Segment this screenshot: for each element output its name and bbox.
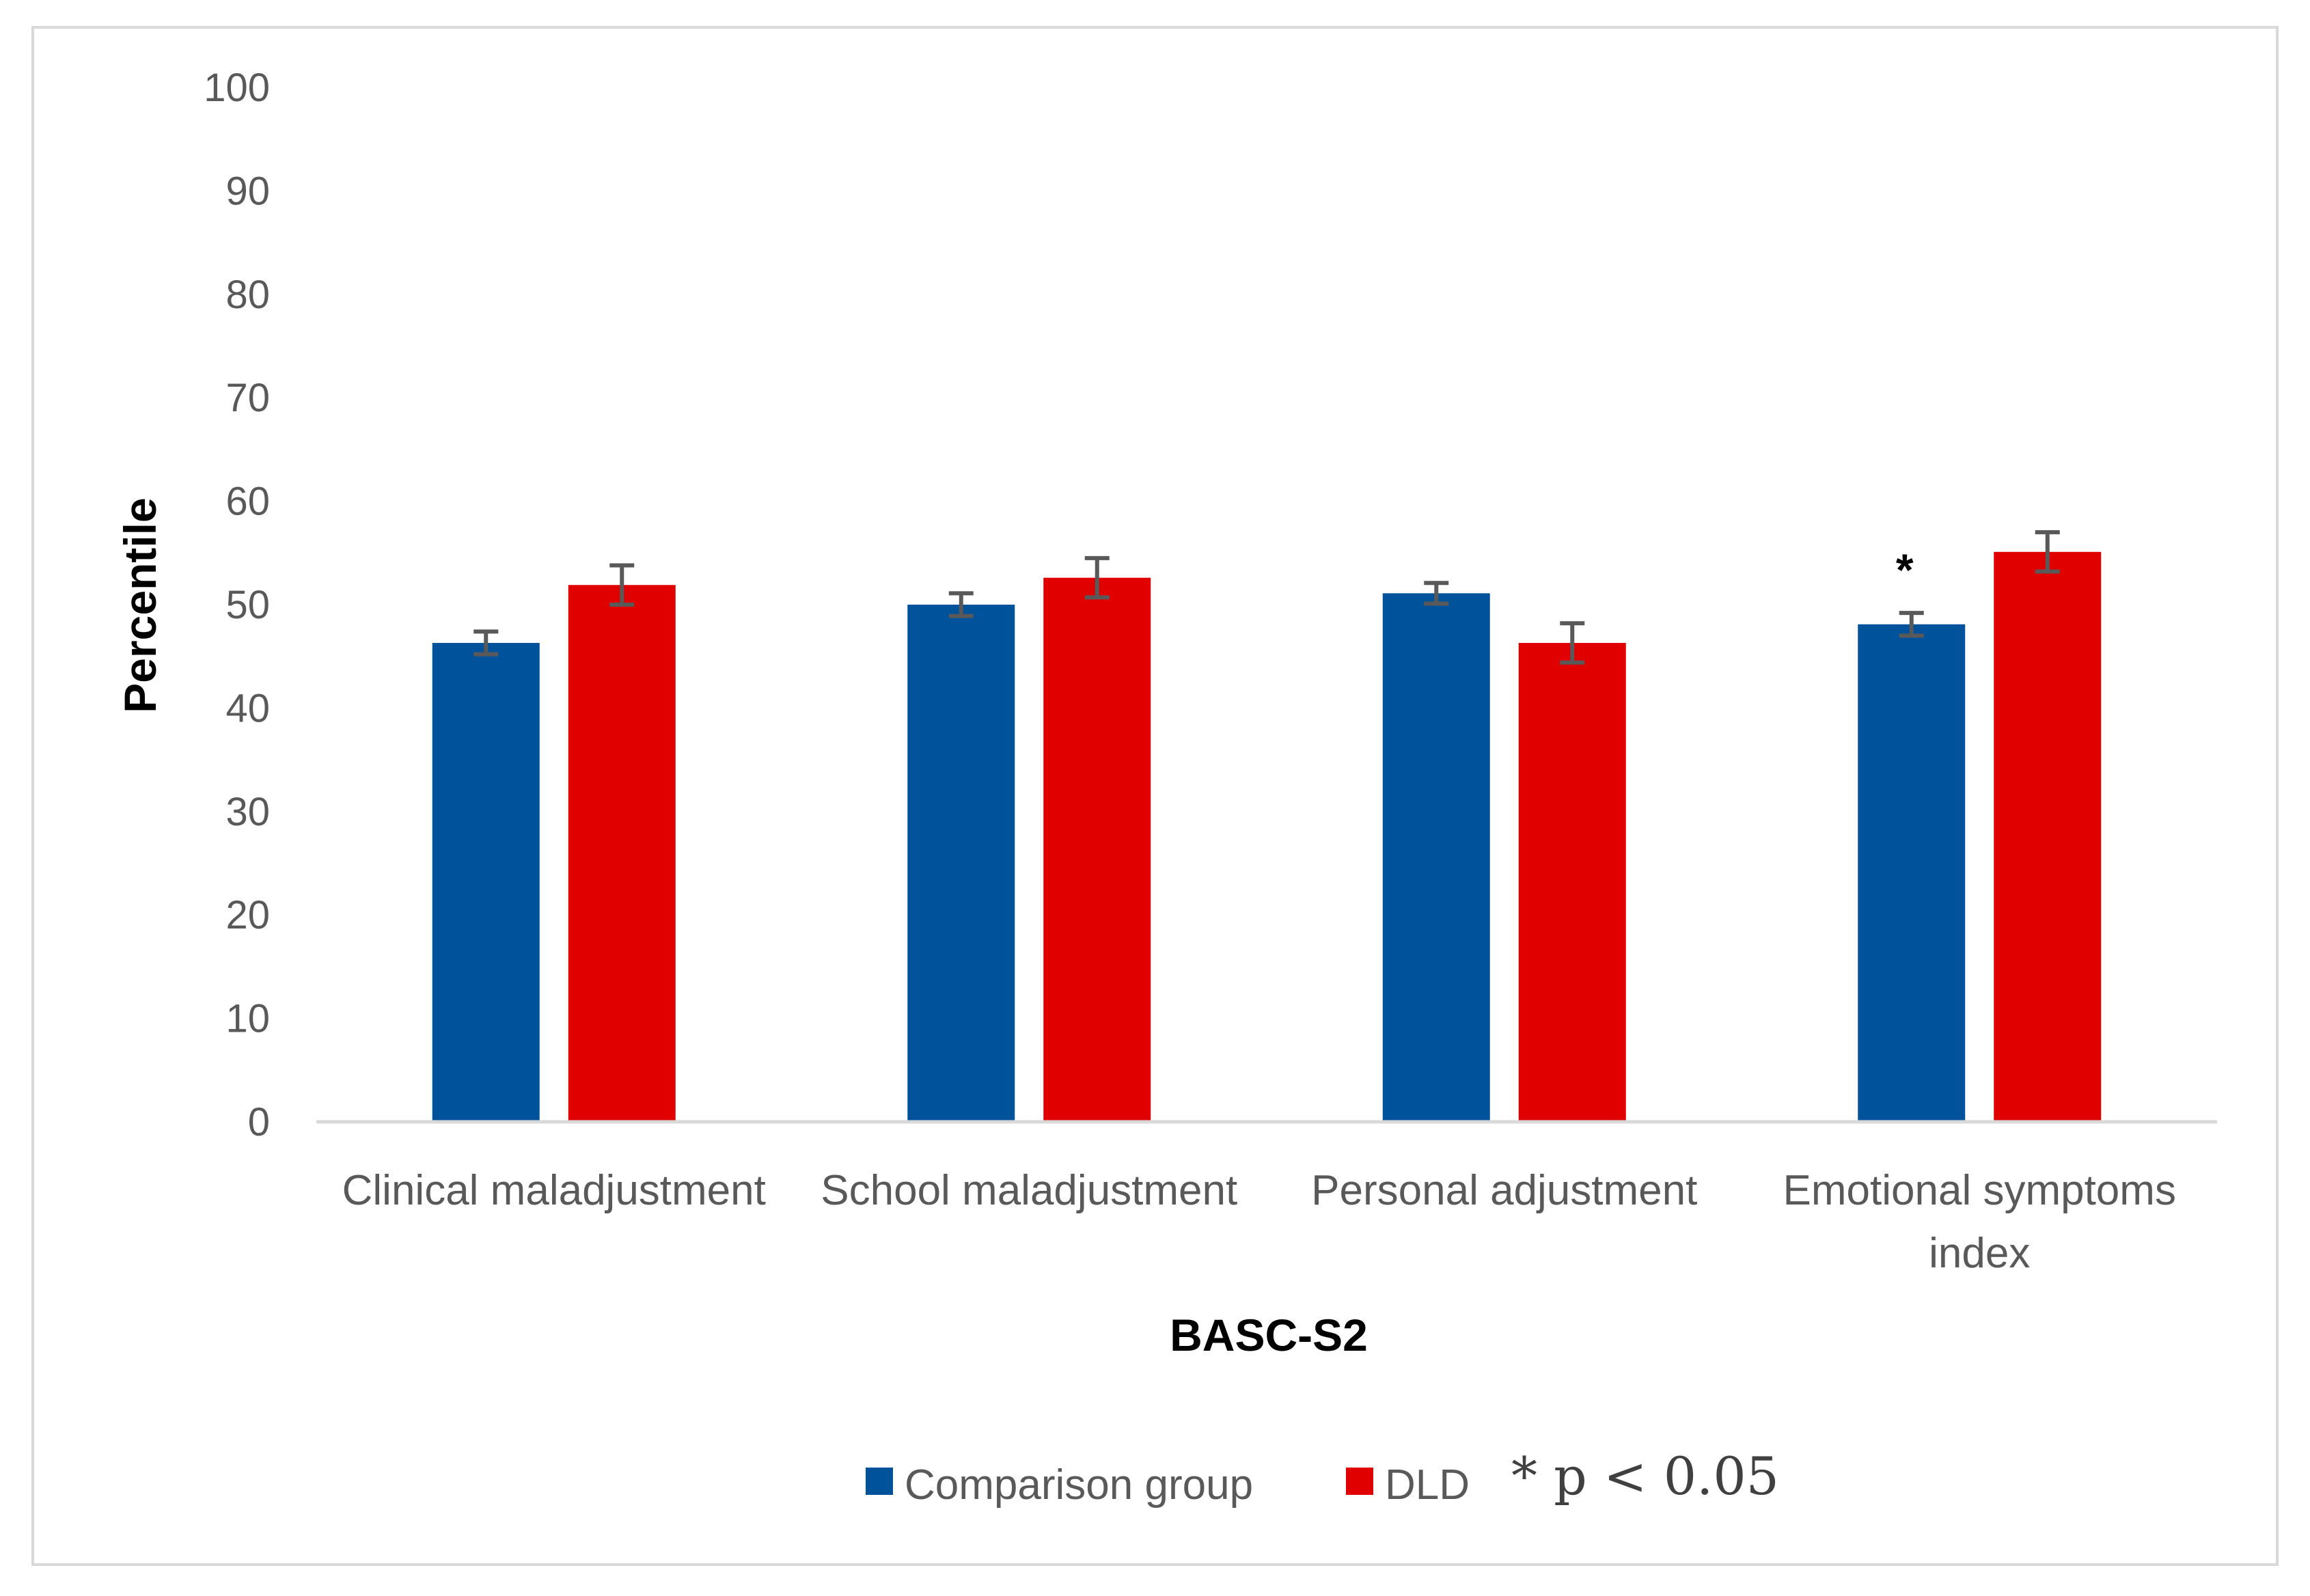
- bars: [432, 551, 2102, 1122]
- y-tick-label: 100: [204, 66, 270, 110]
- error-bar: [1899, 611, 1924, 638]
- category-label: Personal adjustment: [1311, 1167, 1697, 1214]
- category-labels: Clinical maladjustment School maladjustme…: [342, 1167, 2176, 1277]
- category-label: Clinical maladjustment: [342, 1167, 766, 1214]
- y-tick-label: 10: [225, 997, 270, 1041]
- y-axis-ticks: 0 10 20 30 40 50 60 70 80 90 100: [204, 66, 270, 1144]
- legend-swatch: [866, 1468, 893, 1495]
- y-tick-label: 60: [225, 480, 270, 524]
- error-bar: [473, 629, 499, 657]
- bar-comparison: [432, 643, 540, 1122]
- error-bar: [2035, 530, 2060, 574]
- legend-label: Comparison group: [905, 1461, 1253, 1509]
- y-axis-title: Percentile: [115, 497, 165, 713]
- significance-note: * p < 0.05: [1511, 1446, 1779, 1506]
- error-bar: [948, 591, 974, 618]
- error-bar: [1424, 581, 1449, 606]
- legend-item-dld: DLD: [1346, 1461, 1470, 1509]
- bar-comparison: [907, 605, 1015, 1122]
- bar-comparison: [1382, 593, 1490, 1122]
- y-tick-label: 0: [248, 1100, 270, 1144]
- legend-item-comparison: Comparison group: [866, 1461, 1253, 1509]
- legend: Comparison group DLD: [866, 1461, 1470, 1509]
- significance-asterisk: *: [1896, 545, 1914, 595]
- bar-dld: [568, 585, 676, 1122]
- bar-dld: [1043, 577, 1151, 1122]
- legend-label: DLD: [1385, 1461, 1470, 1509]
- y-tick-label: 80: [225, 273, 270, 317]
- error-bar: [609, 563, 635, 607]
- category-label: index: [1929, 1230, 2030, 1277]
- bar-comparison: [1858, 624, 1966, 1122]
- y-tick-label: 70: [225, 376, 270, 420]
- x-axis-title: BASC-S2: [1170, 1310, 1368, 1360]
- error-bars: [473, 530, 2060, 665]
- y-tick-label: 40: [225, 686, 270, 730]
- category-label: Emotional symptoms: [1783, 1167, 2176, 1214]
- significance-marks: *: [1896, 545, 1914, 595]
- legend-swatch: [1346, 1468, 1373, 1495]
- error-bar: [1084, 555, 1110, 600]
- y-tick-label: 30: [225, 790, 270, 834]
- bar-dld: [1518, 643, 1626, 1122]
- error-bar: [1560, 621, 1585, 665]
- y-tick-label: 20: [225, 893, 270, 937]
- y-tick-label: 90: [225, 169, 270, 213]
- bar-dld: [1994, 551, 2102, 1122]
- y-tick-label: 50: [225, 583, 270, 627]
- category-label: School maladjustment: [821, 1167, 1237, 1214]
